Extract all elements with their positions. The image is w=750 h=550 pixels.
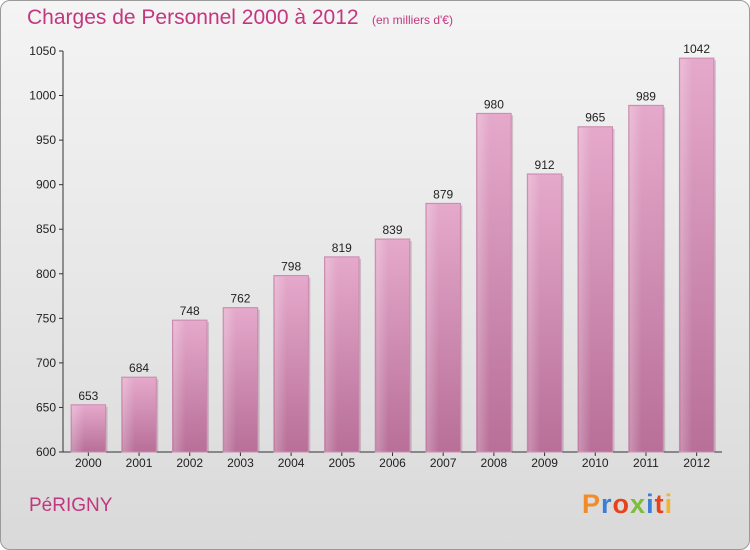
x-tick-label: 2011 xyxy=(633,456,659,470)
y-tick-label: 600 xyxy=(36,445,56,459)
data-label: 965 xyxy=(585,111,605,125)
bar-highlight xyxy=(122,378,135,452)
y-tick-label: 1000 xyxy=(29,89,56,103)
commune-name: PéRIGNY xyxy=(29,495,113,516)
x-tick-label: 2007 xyxy=(430,456,457,470)
y-tick-label: 1050 xyxy=(29,44,56,58)
bar-highlight xyxy=(528,174,541,452)
x-tick-label: 2000 xyxy=(75,456,102,470)
y-tick-label: 900 xyxy=(36,178,56,192)
brand-letter: r xyxy=(601,489,613,519)
data-label: 798 xyxy=(281,260,301,274)
data-label: 1042 xyxy=(683,42,710,56)
data-label: 839 xyxy=(382,223,402,237)
chart-subtitle: (en milliers d'€) xyxy=(372,13,453,27)
x-tick-label: 2005 xyxy=(328,456,355,470)
bar-series xyxy=(70,57,716,453)
bar-highlight xyxy=(629,106,642,452)
x-tick-label: 2006 xyxy=(379,456,406,470)
y-tick-label: 700 xyxy=(36,356,56,370)
x-tick-label: 2001 xyxy=(126,456,153,470)
y-tick-label: 950 xyxy=(36,133,56,147)
bar-highlight xyxy=(579,127,592,452)
brand-logo: Proxiti xyxy=(582,489,673,520)
y-tick-label: 650 xyxy=(36,400,56,414)
bar-highlight xyxy=(274,276,287,452)
x-tick-label: 2003 xyxy=(227,456,254,470)
brand-letter: t xyxy=(654,489,665,519)
data-label: 819 xyxy=(332,241,352,255)
bar-highlight xyxy=(376,240,389,452)
brand-letter: P xyxy=(582,489,602,519)
bar-highlight xyxy=(680,59,693,453)
x-tick-label: 2004 xyxy=(278,456,305,470)
x-tick-label: 2010 xyxy=(582,456,609,470)
brand-letter: i xyxy=(646,489,655,519)
data-label: 762 xyxy=(230,292,250,306)
x-tick-label: 2002 xyxy=(176,456,203,470)
y-tick-label: 750 xyxy=(36,311,56,325)
data-label: 653 xyxy=(78,389,98,403)
bar-highlight xyxy=(325,257,338,452)
data-label: 879 xyxy=(433,187,453,201)
bar-highlight xyxy=(426,204,440,452)
bar-highlight xyxy=(224,308,237,452)
bar-highlight xyxy=(72,405,85,452)
data-label: 980 xyxy=(484,97,504,111)
bar-highlight xyxy=(173,321,186,452)
brand-letter: x xyxy=(630,489,647,519)
data-label: 989 xyxy=(636,89,656,103)
data-label: 912 xyxy=(535,158,555,172)
data-label: 684 xyxy=(129,361,149,375)
y-tick-label: 850 xyxy=(36,222,56,236)
chart-title: Charges de Personnel 2000 à 2012 xyxy=(27,6,359,29)
x-tick-label: 2012 xyxy=(683,456,710,470)
brand-letter: o xyxy=(612,489,631,519)
x-tick-label: 2008 xyxy=(481,456,508,470)
bar-highlight xyxy=(477,114,490,452)
data-label: 748 xyxy=(180,304,200,318)
y-tick-label: 800 xyxy=(36,267,56,281)
x-tick-label: 2009 xyxy=(531,456,558,470)
brand-letter: i xyxy=(664,489,674,519)
data-labels: 653 684 748 762 798 819 839 879 980 912 965 989 1042 xyxy=(78,42,710,403)
